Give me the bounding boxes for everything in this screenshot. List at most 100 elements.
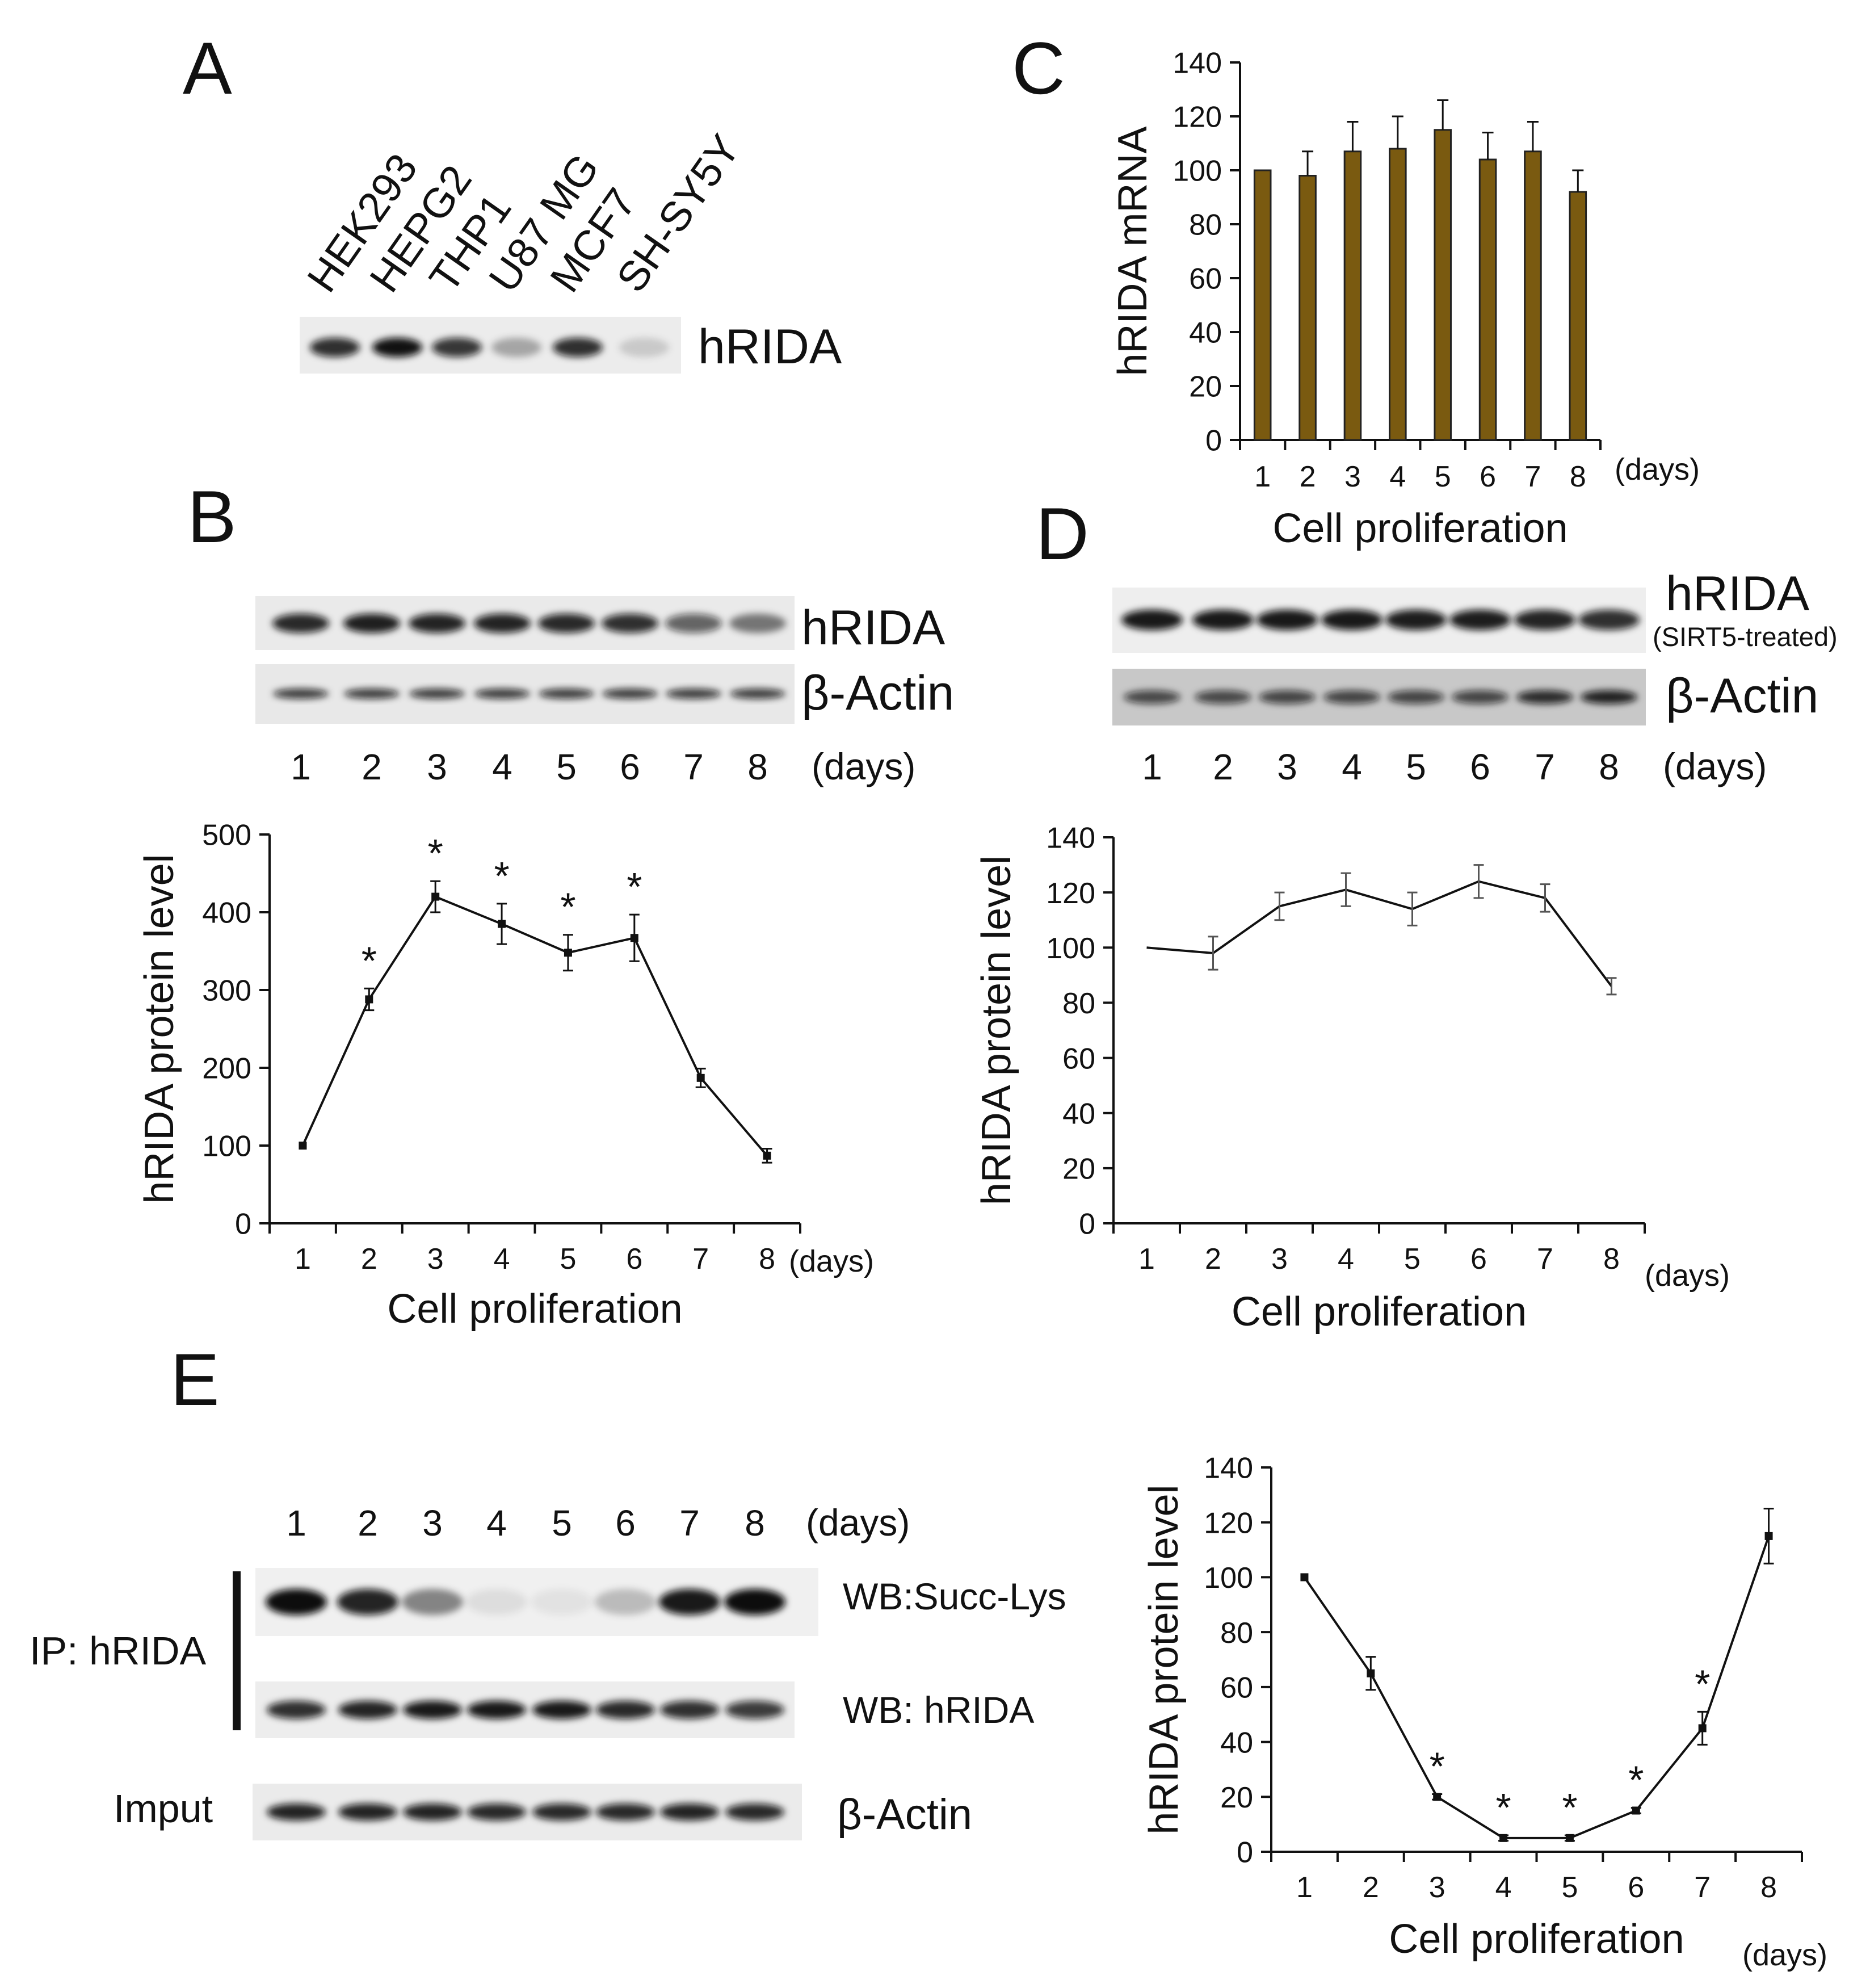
blot-e-hrida-band-7 — [660, 1701, 719, 1719]
chart-e-xtick-label-6: 6 — [1628, 1871, 1644, 1904]
blot-b-days-label: (days) — [812, 745, 915, 787]
blot-e-lane-8: 8 — [745, 1503, 765, 1544]
blot-a-band-3 — [432, 338, 482, 357]
blot-e-actin-bands — [267, 1804, 784, 1821]
blot-e-actin-band-6 — [596, 1804, 655, 1821]
blot-d-actin-band-4 — [1323, 690, 1380, 704]
blot-d-actin-band-2 — [1195, 690, 1251, 704]
chart-c-ytick-label-6: 120 — [1173, 101, 1222, 134]
chart-b-ytick-label-2: 200 — [202, 1052, 251, 1085]
blot-b-actin-label: β-Actin — [801, 666, 954, 720]
chart-e-point-2 — [1367, 1669, 1375, 1677]
blot-d: hRIDA (SIRT5-treated) β-Actin 1 2 3 4 5 6 7 8 (… — [1112, 567, 1838, 787]
blot-e-hrida-band-8 — [725, 1701, 784, 1719]
chart-c-bar-3 — [1343, 150, 1362, 441]
blot-b-hrida-band-5 — [538, 614, 595, 633]
blot-b-lane-8: 8 — [747, 746, 768, 787]
blot-e-succ-bands — [266, 1589, 785, 1615]
blot-e-hrida-bands — [267, 1701, 784, 1719]
blot-b-hrida-band-6 — [602, 614, 658, 633]
chart-b-ytick-label-4: 400 — [202, 897, 251, 930]
chart-c-ytick-label-0: 0 — [1205, 425, 1222, 458]
blot-e-hrida-band-5 — [532, 1701, 591, 1719]
chart-b-ytick-label-1: 100 — [202, 1130, 251, 1163]
chart-b-xlabel: Cell proliferation — [387, 1286, 682, 1332]
blot-e-lane-7: 7 — [679, 1503, 700, 1544]
chart-c-bar-4 — [1389, 148, 1407, 441]
blot-e-wb-hrida-label: WB: hRIDA — [843, 1689, 1034, 1731]
chart-e-xtick-label-2: 2 — [1363, 1871, 1379, 1904]
blot-e-input-label: Imput — [114, 1786, 213, 1831]
blot-b-actin-band-2 — [344, 689, 400, 699]
blot-b-hrida-bands — [272, 614, 786, 633]
blot-e-hrida-band-4 — [467, 1701, 526, 1719]
blot-d-lane-4: 4 — [1342, 746, 1362, 787]
blot-a-band-2 — [372, 338, 422, 357]
blot-a-band-4 — [491, 338, 541, 357]
chart-d-xtick-label-5: 5 — [1404, 1243, 1421, 1276]
chart-d-ytick-label-6: 120 — [1046, 877, 1095, 910]
chart-b-ylabel: hRIDA protein level — [137, 854, 182, 1203]
chart-e-xlabel: Cell proliferation — [1389, 1916, 1684, 1962]
chart-b-star-3: * — [428, 831, 443, 875]
chart-c-xtick-label-7: 7 — [1524, 460, 1541, 493]
panel-label-a: A — [183, 27, 232, 110]
blot-b-hrida-band-7 — [665, 614, 722, 633]
chart-c-xtick-label-8: 8 — [1570, 460, 1586, 493]
blot-a-bands — [310, 338, 669, 357]
chart-b-star-5: * — [560, 885, 575, 929]
chart-b-point-8 — [763, 1151, 771, 1160]
chart-d-ytick-label-3: 60 — [1062, 1042, 1095, 1075]
blot-d-lane-1: 1 — [1142, 746, 1162, 787]
blot-e-actin-band-1 — [267, 1804, 326, 1821]
blot-e-actin-band-5 — [532, 1804, 591, 1821]
blot-e-succ-band-6 — [595, 1589, 656, 1615]
blot-d-actin-band-8 — [1581, 690, 1637, 704]
chart-e-star-3: * — [1430, 1744, 1445, 1788]
chart-d-xlabel: Cell proliferation — [1232, 1289, 1527, 1335]
chart-c-bar-7 — [1524, 150, 1542, 441]
chart-d-unit-label: (days) — [1645, 1259, 1730, 1293]
blot-d-hrida-band-6 — [1449, 610, 1511, 630]
blot-d-hrida-band-4 — [1321, 610, 1382, 630]
chart-e-succinylation-line: 0 20 40 60 80 100 120 140 1 2 3 4 5 6 7 8 (days) Cell pro… — [1141, 1452, 1827, 1972]
blot-e-succ-band-1 — [266, 1589, 327, 1615]
chart-c-bar-1 — [1253, 169, 1272, 441]
blot-a-band-6 — [619, 338, 669, 357]
chart-c-xlabel: Cell proliferation — [1272, 506, 1568, 551]
blot-e: 1 2 3 4 5 6 7 8 (days) IP: hRIDA WB:Succ-Lys WB… — [30, 1502, 1066, 1840]
blot-b-hrida-label: hRIDA — [801, 601, 945, 655]
chart-b-point-6 — [630, 934, 638, 942]
blot-b-lane-7: 7 — [683, 746, 704, 787]
blot-e-actin-band-2 — [338, 1804, 397, 1821]
chart-d-ylabel: hRIDA protein level — [974, 855, 1019, 1205]
chart-c-xtick-label-2: 2 — [1300, 460, 1316, 493]
blot-b-actin-bands — [273, 689, 785, 699]
chart-c-ytick-label-1: 20 — [1189, 371, 1222, 404]
blot-e-lane-3: 3 — [422, 1503, 443, 1544]
blot-e-succ-band-5 — [531, 1589, 592, 1615]
blot-e-lane-6: 6 — [615, 1503, 636, 1544]
blot-b-lane-3: 3 — [427, 746, 447, 787]
chart-b-xtick-label-4: 4 — [494, 1243, 510, 1276]
panel-label-d: D — [1036, 492, 1089, 575]
blot-e-lane-4: 4 — [486, 1503, 507, 1544]
blot-d-lane-numbers: 1 2 3 4 5 6 7 8 — [1142, 746, 1619, 787]
chart-e-ylabel: hRIDA protein level — [1141, 1484, 1187, 1834]
blot-e-actin-band-3 — [403, 1804, 462, 1821]
blot-d-hrida-band-8 — [1578, 610, 1640, 630]
blot-e-hrida-band-1 — [267, 1701, 326, 1719]
chart-d-ytick-label-1: 20 — [1062, 1153, 1095, 1186]
blot-a-band-1 — [310, 338, 360, 357]
blot-e-hrida-band-6 — [596, 1701, 655, 1719]
chart-e-star-5: * — [1562, 1785, 1577, 1830]
blot-a-membrane — [300, 317, 681, 374]
chart-b-unit-label: (days) — [789, 1244, 874, 1278]
chart-e-xtick-label-7: 7 — [1694, 1871, 1711, 1904]
blot-b-actin-band-7 — [666, 689, 721, 699]
blot-e-succ-band-4 — [466, 1589, 527, 1615]
chart-d-xtick-label-6: 6 — [1470, 1243, 1487, 1276]
chart-e-xtick-label-5: 5 — [1561, 1871, 1578, 1904]
chart-d-xtick-label-8: 8 — [1603, 1243, 1620, 1276]
chart-d-xtick-label-2: 2 — [1205, 1243, 1221, 1276]
